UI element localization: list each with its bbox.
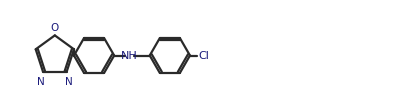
Text: O: O [51, 22, 59, 32]
Text: NH: NH [121, 51, 137, 61]
Text: N: N [65, 76, 73, 86]
Text: N: N [37, 76, 44, 86]
Text: Cl: Cl [198, 51, 209, 61]
